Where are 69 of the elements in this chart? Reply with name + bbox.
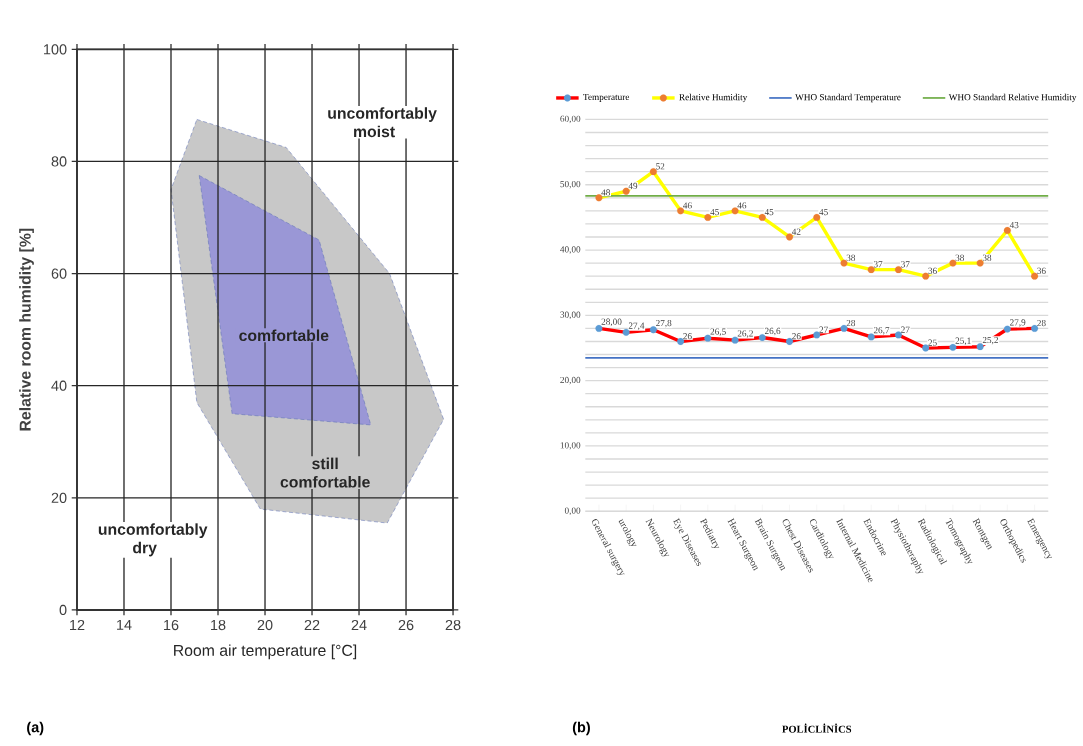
x-tick-label: 16 [164, 619, 179, 631]
data-label: 26 [683, 332, 692, 340]
data-label: 37 [901, 261, 910, 268]
x-tick-label: 18 [211, 619, 226, 631]
data-label: 52 [656, 163, 665, 170]
annotation: uncomfortably moist [328, 107, 437, 138]
x-tick-label: 14 [117, 619, 132, 630]
data-label: 26 [792, 332, 801, 340]
data-label: 28 [1037, 319, 1046, 327]
data-label: 27 [901, 326, 910, 333]
x-tick-label: 24 [351, 619, 367, 630]
y-tick-label: 80 [51, 156, 67, 167]
data-label: 26,7 [873, 327, 890, 335]
data-label: 37 [873, 261, 883, 268]
legend-label: WHO Standard Temperature [795, 93, 901, 103]
data-label: 36 [928, 267, 937, 274]
text: (b) [572, 721, 590, 736]
x-tick-label: 20 [257, 619, 273, 631]
data-label: 27,9 [1010, 319, 1026, 327]
data-label: 28 [846, 319, 856, 327]
annotation: comfortable [239, 329, 329, 341]
y-tick-label: 30,00 [560, 311, 581, 320]
data-label: 28,00 [601, 318, 622, 327]
data-label: 38 [982, 254, 992, 261]
data-label: 27,8 [656, 319, 672, 328]
y-tick-label: 40,00 [560, 246, 581, 254]
y-tick-label: 40 [51, 380, 67, 391]
y-tick-label: 60,00 [560, 115, 581, 124]
data-label: 45 [819, 208, 828, 216]
data-label: 42 [791, 228, 801, 235]
legend-label: Temperature [583, 93, 630, 102]
x-axis-title: POLİCLİNİCS [782, 723, 852, 733]
y-tick-label: 60 [51, 268, 67, 279]
data-label: 45 [710, 208, 719, 216]
y-tick-label: 20,00 [560, 376, 581, 385]
data-label: 43 [1009, 221, 1019, 229]
legend-label: WHO Standard Relative Humidity [948, 93, 1077, 103]
x-tick-label: 26 [398, 619, 414, 631]
data-label: 46 [737, 202, 747, 209]
data-label: 36 [1037, 267, 1046, 274]
data-label: 38 [846, 254, 856, 261]
y-tick-label: 0 [59, 604, 67, 616]
x-tick-label: 22 [304, 619, 320, 630]
data-label: 25,2 [982, 336, 998, 345]
y-tick-label: 20 [51, 492, 67, 503]
data-label: 48 [601, 189, 611, 196]
data-label: 26,5 [710, 328, 726, 336]
annotation: still comfortable [280, 457, 370, 488]
y-tick-label: 50,00 [560, 180, 581, 189]
y-tick-label: 100 [44, 44, 67, 55]
data-label: 25 [928, 339, 937, 346]
annotation: uncomfortably dry [98, 523, 208, 557]
data-label: 49 [628, 182, 638, 189]
text: (a) [27, 721, 44, 736]
data-label: 25,1 [955, 337, 971, 346]
data-label: 26,2 [737, 330, 753, 338]
data-label: 38 [955, 254, 964, 261]
y-tick-label: 0,00 [564, 507, 581, 515]
y-axis-title: Relative room humidity [%] [19, 228, 34, 431]
data-label: 27 [819, 326, 828, 333]
x-tick-label: 28 [445, 619, 461, 631]
data-label: 46 [683, 202, 692, 209]
data-label: 27,4 [628, 322, 645, 331]
data-label: 45 [764, 208, 774, 216]
y-tick-label: 10,00 [560, 442, 581, 450]
data-label: 26,6 [764, 327, 781, 336]
x-axis-title: Room air temperature [°C] [174, 644, 357, 660]
legend-label: Relative Humidity [679, 93, 748, 103]
x-tick-label: 12 [70, 619, 85, 630]
